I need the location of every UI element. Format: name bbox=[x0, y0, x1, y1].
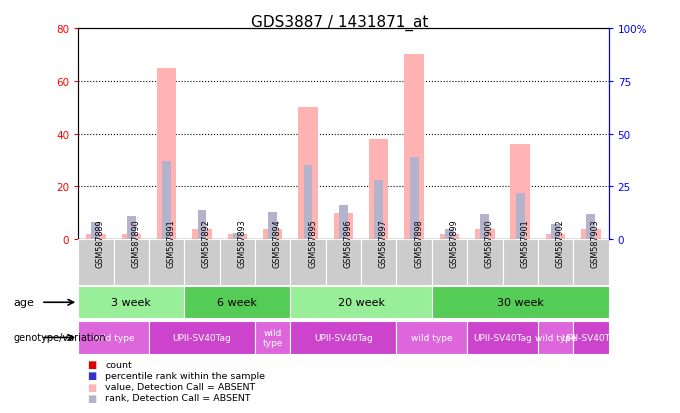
Bar bbox=[503, 240, 538, 285]
Bar bbox=[114, 240, 149, 285]
Text: GDS3887 / 1431871_at: GDS3887 / 1431871_at bbox=[252, 14, 428, 31]
Bar bbox=[374, 180, 383, 240]
Bar bbox=[432, 286, 609, 319]
Bar bbox=[86, 234, 105, 240]
Bar bbox=[511, 145, 530, 240]
Text: wild type: wild type bbox=[411, 333, 453, 342]
Text: GSM587901: GSM587901 bbox=[520, 219, 529, 268]
Bar bbox=[78, 321, 149, 354]
Bar bbox=[467, 321, 538, 354]
Text: UPII-SV40Tag: UPII-SV40Tag bbox=[473, 333, 532, 342]
Bar bbox=[361, 240, 396, 285]
Bar bbox=[573, 321, 609, 354]
Text: GSM587890: GSM587890 bbox=[131, 219, 140, 268]
Bar bbox=[228, 234, 247, 240]
Text: GSM587897: GSM587897 bbox=[379, 219, 388, 268]
Bar bbox=[551, 225, 560, 240]
Bar bbox=[122, 234, 141, 240]
Bar bbox=[480, 214, 489, 240]
Text: GSM587894: GSM587894 bbox=[273, 219, 282, 268]
Bar bbox=[369, 140, 388, 240]
Bar bbox=[396, 240, 432, 285]
Bar bbox=[126, 216, 135, 240]
Bar bbox=[290, 286, 432, 319]
Text: ■: ■ bbox=[87, 382, 97, 392]
Bar bbox=[149, 240, 184, 285]
Bar bbox=[515, 193, 525, 240]
Bar bbox=[220, 240, 255, 285]
Bar bbox=[445, 229, 454, 240]
Text: GSM587898: GSM587898 bbox=[414, 219, 423, 268]
Bar bbox=[581, 229, 600, 240]
Bar bbox=[78, 286, 184, 319]
Bar bbox=[290, 321, 396, 354]
Text: 3 week: 3 week bbox=[112, 297, 151, 308]
Text: ■: ■ bbox=[87, 370, 97, 380]
Text: 20 week: 20 week bbox=[337, 297, 385, 308]
Text: wild type: wild type bbox=[92, 333, 135, 342]
Bar bbox=[405, 55, 424, 240]
Bar bbox=[184, 240, 220, 285]
Text: rank, Detection Call = ABSENT: rank, Detection Call = ABSENT bbox=[105, 393, 251, 402]
Text: GSM587889: GSM587889 bbox=[96, 219, 105, 268]
Text: GSM587903: GSM587903 bbox=[591, 219, 600, 268]
Bar bbox=[475, 229, 494, 240]
Text: UPII-SV40Tag: UPII-SV40Tag bbox=[314, 333, 373, 342]
Bar bbox=[586, 214, 595, 240]
Bar bbox=[409, 157, 418, 240]
Text: wild type: wild type bbox=[534, 333, 577, 342]
Text: GSM587892: GSM587892 bbox=[202, 219, 211, 268]
Bar bbox=[162, 161, 171, 240]
Text: GSM587891: GSM587891 bbox=[167, 219, 175, 268]
Bar bbox=[157, 69, 176, 240]
Text: ■: ■ bbox=[87, 393, 97, 403]
Bar bbox=[440, 234, 459, 240]
Bar bbox=[255, 321, 290, 354]
Text: value, Detection Call = ABSENT: value, Detection Call = ABSENT bbox=[105, 382, 256, 391]
Bar bbox=[334, 213, 353, 240]
Text: UPII-SV40Tag: UPII-SV40Tag bbox=[173, 333, 231, 342]
Bar bbox=[233, 233, 242, 240]
Bar bbox=[78, 240, 114, 285]
Bar bbox=[573, 240, 609, 285]
Text: wild
type: wild type bbox=[262, 328, 283, 347]
Text: GSM587899: GSM587899 bbox=[449, 219, 458, 268]
Text: GSM587900: GSM587900 bbox=[485, 219, 494, 268]
Text: count: count bbox=[105, 360, 132, 369]
Bar bbox=[192, 229, 211, 240]
Bar bbox=[149, 321, 255, 354]
Text: GSM587896: GSM587896 bbox=[343, 219, 352, 268]
Bar bbox=[290, 240, 326, 285]
Bar bbox=[184, 286, 290, 319]
Bar bbox=[538, 240, 573, 285]
Bar bbox=[299, 108, 318, 240]
Bar bbox=[432, 240, 467, 285]
Bar bbox=[91, 223, 101, 240]
Bar bbox=[467, 240, 503, 285]
Bar bbox=[326, 240, 361, 285]
Bar bbox=[396, 321, 467, 354]
Text: age: age bbox=[14, 297, 35, 308]
Bar bbox=[303, 166, 312, 240]
Text: GSM587902: GSM587902 bbox=[556, 219, 564, 268]
Bar bbox=[268, 212, 277, 240]
Text: 30 week: 30 week bbox=[497, 297, 543, 308]
Text: percentile rank within the sample: percentile rank within the sample bbox=[105, 371, 265, 380]
Bar bbox=[197, 210, 206, 240]
Bar bbox=[263, 229, 282, 240]
Bar bbox=[255, 240, 290, 285]
Text: 6 week: 6 week bbox=[218, 297, 257, 308]
Bar bbox=[339, 206, 347, 240]
Text: ■: ■ bbox=[87, 359, 97, 369]
Text: GSM587893: GSM587893 bbox=[237, 219, 246, 268]
Bar bbox=[538, 321, 573, 354]
Bar bbox=[546, 234, 565, 240]
Text: genotype/variation: genotype/variation bbox=[14, 332, 106, 343]
Text: GSM587895: GSM587895 bbox=[308, 219, 317, 268]
Text: UPII-SV40Tag: UPII-SV40Tag bbox=[562, 333, 620, 342]
